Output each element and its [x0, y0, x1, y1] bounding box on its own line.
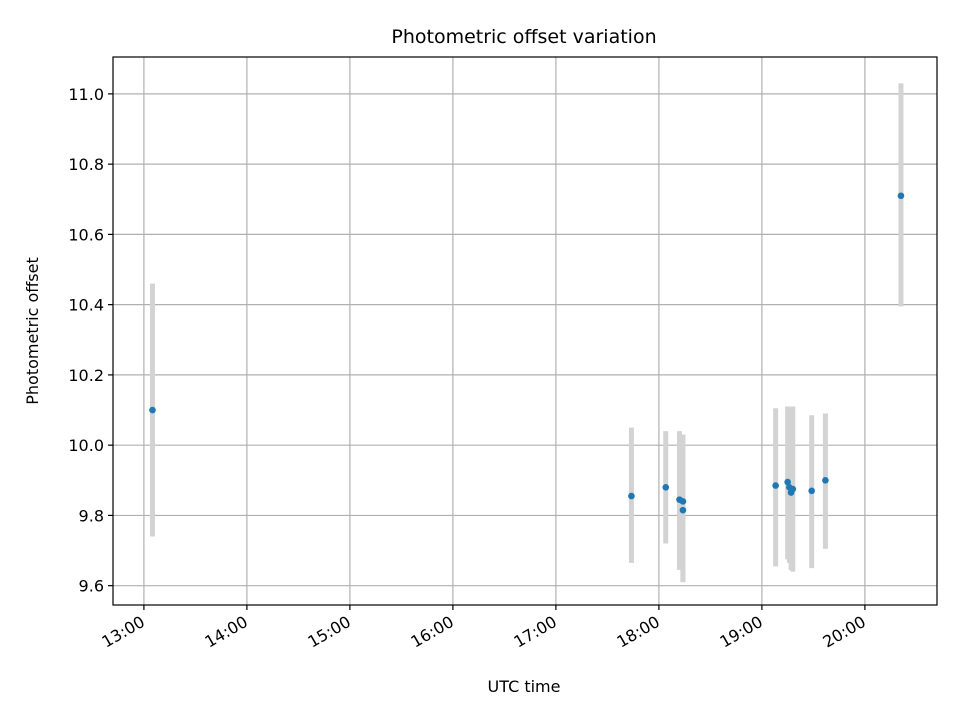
y-tick-label: 10.2 — [68, 366, 104, 385]
data-point — [822, 476, 829, 484]
y-tick-label: 9.8 — [79, 506, 104, 525]
data-point — [772, 482, 779, 489]
y-tick-label: 9.6 — [79, 577, 104, 596]
data-point — [628, 492, 635, 500]
y-tick-label: 10.0 — [68, 436, 104, 455]
data-point — [662, 484, 670, 491]
grid — [113, 57, 937, 605]
data-point — [679, 506, 687, 514]
y-tick-label: 10.6 — [68, 225, 104, 244]
y-axis-label: Photometric offset — [23, 257, 42, 405]
data-point — [149, 406, 156, 414]
y-tick-label: 11.0 — [68, 85, 104, 104]
data-point — [808, 487, 815, 495]
data-point — [784, 478, 791, 486]
plot-frame — [112, 56, 938, 606]
data-points — [149, 192, 905, 514]
x-axis-label: UTC time — [488, 677, 561, 696]
data-point — [679, 498, 687, 505]
data-point — [897, 192, 905, 200]
y-tick-label: 10.4 — [68, 296, 104, 315]
y-axis-ticks: 9.6 9.8 10.0 10.2 10.4 10.6 10.8 11.0 — [68, 85, 113, 596]
chart-title: Photometric offset variation — [391, 26, 656, 48]
y-tick-label: 10.8 — [68, 155, 104, 174]
data-point — [789, 485, 797, 493]
